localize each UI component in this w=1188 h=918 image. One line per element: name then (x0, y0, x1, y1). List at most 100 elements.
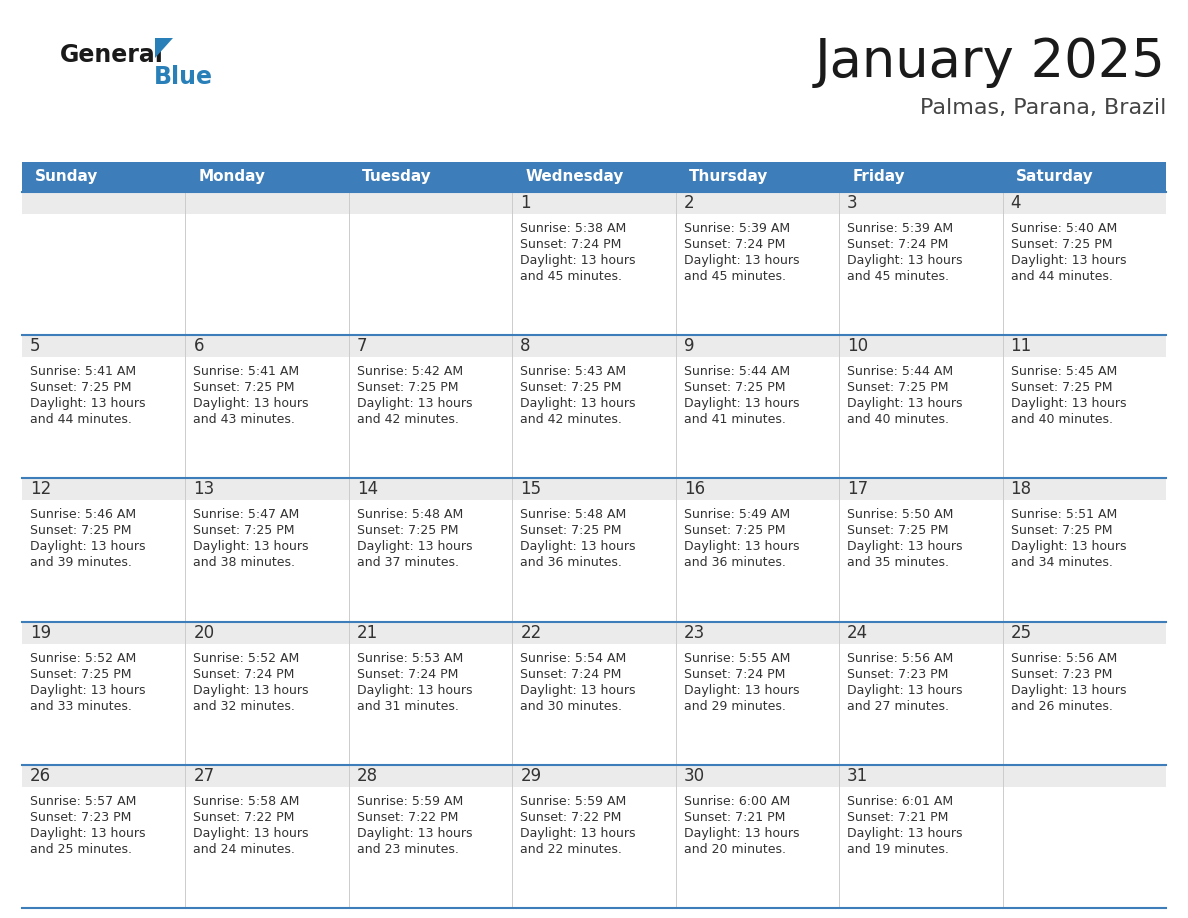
Text: 13: 13 (194, 480, 215, 498)
Text: Sunrise: 5:52 AM: Sunrise: 5:52 AM (30, 652, 137, 665)
Text: Daylight: 13 hours: Daylight: 13 hours (847, 827, 962, 840)
Text: General: General (61, 43, 164, 67)
Text: Sunrise: 5:40 AM: Sunrise: 5:40 AM (1011, 222, 1117, 235)
Polygon shape (154, 38, 173, 58)
Text: Sunset: 7:25 PM: Sunset: 7:25 PM (520, 381, 621, 394)
Text: Sunrise: 5:57 AM: Sunrise: 5:57 AM (30, 795, 137, 808)
Text: Sunrise: 5:42 AM: Sunrise: 5:42 AM (356, 365, 463, 378)
Text: 23: 23 (684, 623, 704, 642)
Bar (512, 335, 676, 357)
Text: Daylight: 13 hours: Daylight: 13 hours (684, 397, 800, 410)
Text: Daylight: 13 hours: Daylight: 13 hours (684, 827, 800, 840)
Bar (349, 621, 512, 644)
Text: Sunrise: 5:54 AM: Sunrise: 5:54 AM (520, 652, 626, 665)
Text: Daylight: 13 hours: Daylight: 13 hours (1011, 254, 1126, 267)
Text: Sunrise: 5:41 AM: Sunrise: 5:41 AM (194, 365, 299, 378)
Text: 19: 19 (30, 623, 51, 642)
Bar (185, 214, 349, 335)
Text: Tuesday: Tuesday (362, 170, 431, 185)
Bar (1003, 621, 1165, 644)
Bar (349, 500, 512, 621)
Text: and 44 minutes.: and 44 minutes. (1011, 270, 1112, 283)
Text: Daylight: 13 hours: Daylight: 13 hours (847, 254, 962, 267)
Bar (676, 357, 839, 478)
Text: and 40 minutes.: and 40 minutes. (847, 413, 949, 426)
Bar (1003, 478, 1165, 500)
Text: and 32 minutes.: and 32 minutes. (194, 700, 296, 712)
Text: and 45 minutes.: and 45 minutes. (847, 270, 949, 283)
Text: Daylight: 13 hours: Daylight: 13 hours (194, 541, 309, 554)
Bar (23, 335, 185, 357)
Bar (349, 335, 512, 357)
Text: Sunrise: 5:56 AM: Sunrise: 5:56 AM (1011, 652, 1117, 665)
Text: Sunrise: 5:38 AM: Sunrise: 5:38 AM (520, 222, 626, 235)
Bar (676, 214, 839, 335)
Text: Sunset: 7:21 PM: Sunset: 7:21 PM (684, 811, 785, 823)
Text: Sunset: 7:25 PM: Sunset: 7:25 PM (684, 524, 785, 537)
Bar (23, 357, 185, 478)
Text: Sunset: 7:24 PM: Sunset: 7:24 PM (684, 238, 785, 251)
Bar (676, 644, 839, 765)
Text: Daylight: 13 hours: Daylight: 13 hours (30, 541, 145, 554)
Text: Sunrise: 5:47 AM: Sunrise: 5:47 AM (194, 509, 299, 521)
Bar (185, 357, 349, 478)
Text: and 33 minutes.: and 33 minutes. (30, 700, 132, 712)
Text: Sunset: 7:25 PM: Sunset: 7:25 PM (30, 524, 132, 537)
Text: and 37 minutes.: and 37 minutes. (356, 556, 459, 569)
Bar (349, 765, 512, 787)
Text: and 45 minutes.: and 45 minutes. (684, 270, 785, 283)
Bar (1003, 214, 1165, 335)
Text: Sunset: 7:25 PM: Sunset: 7:25 PM (194, 524, 295, 537)
Text: Sunrise: 5:46 AM: Sunrise: 5:46 AM (30, 509, 137, 521)
Text: Sunrise: 5:55 AM: Sunrise: 5:55 AM (684, 652, 790, 665)
Bar (839, 357, 1003, 478)
Text: Sunrise: 5:56 AM: Sunrise: 5:56 AM (847, 652, 954, 665)
Bar (676, 621, 839, 644)
Text: 21: 21 (356, 623, 378, 642)
Text: 22: 22 (520, 623, 542, 642)
Text: Sunset: 7:24 PM: Sunset: 7:24 PM (356, 667, 459, 680)
Bar (1003, 765, 1165, 787)
Text: Daylight: 13 hours: Daylight: 13 hours (30, 684, 145, 697)
Text: Sunset: 7:25 PM: Sunset: 7:25 PM (356, 381, 459, 394)
Text: Daylight: 13 hours: Daylight: 13 hours (1011, 541, 1126, 554)
Bar (839, 478, 1003, 500)
Bar (23, 644, 185, 765)
Bar (839, 787, 1003, 908)
Text: and 19 minutes.: and 19 minutes. (847, 843, 949, 856)
Text: 6: 6 (194, 337, 204, 355)
Text: Daylight: 13 hours: Daylight: 13 hours (356, 397, 473, 410)
Text: Sunrise: 5:48 AM: Sunrise: 5:48 AM (520, 509, 626, 521)
Text: and 25 minutes.: and 25 minutes. (30, 843, 132, 856)
Bar (512, 478, 676, 500)
Bar (349, 214, 512, 335)
Text: 12: 12 (30, 480, 51, 498)
Text: Daylight: 13 hours: Daylight: 13 hours (847, 684, 962, 697)
Text: and 23 minutes.: and 23 minutes. (356, 843, 459, 856)
Bar (512, 787, 676, 908)
Text: Sunset: 7:25 PM: Sunset: 7:25 PM (356, 524, 459, 537)
Text: Sunset: 7:25 PM: Sunset: 7:25 PM (520, 524, 621, 537)
Text: Palmas, Parana, Brazil: Palmas, Parana, Brazil (920, 98, 1165, 118)
Bar (185, 162, 349, 192)
Bar (185, 335, 349, 357)
Text: Daylight: 13 hours: Daylight: 13 hours (520, 254, 636, 267)
Bar (349, 357, 512, 478)
Bar (349, 644, 512, 765)
Bar (839, 621, 1003, 644)
Bar (1003, 357, 1165, 478)
Bar (512, 214, 676, 335)
Text: and 34 minutes.: and 34 minutes. (1011, 556, 1112, 569)
Text: and 26 minutes.: and 26 minutes. (1011, 700, 1112, 712)
Text: and 35 minutes.: and 35 minutes. (847, 556, 949, 569)
Bar (676, 478, 839, 500)
Text: Sunrise: 5:39 AM: Sunrise: 5:39 AM (847, 222, 953, 235)
Text: and 38 minutes.: and 38 minutes. (194, 556, 296, 569)
Text: Daylight: 13 hours: Daylight: 13 hours (30, 827, 145, 840)
Text: Daylight: 13 hours: Daylight: 13 hours (684, 254, 800, 267)
Bar (676, 162, 839, 192)
Text: 18: 18 (1011, 480, 1031, 498)
Bar (1003, 644, 1165, 765)
Text: 24: 24 (847, 623, 868, 642)
Text: 15: 15 (520, 480, 542, 498)
